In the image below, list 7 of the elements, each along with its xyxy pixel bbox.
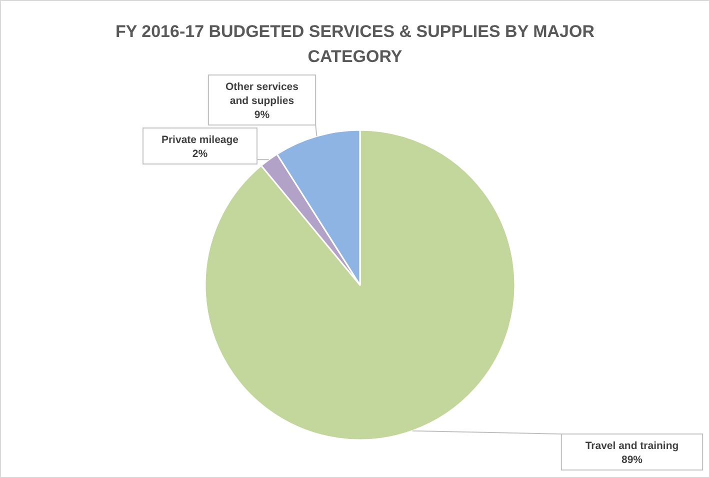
slice-label: Private mileage xyxy=(161,134,239,146)
data-label: 2% xyxy=(192,148,208,160)
data-label: 9% xyxy=(254,109,270,121)
slice-label: Travel and training xyxy=(585,440,679,452)
chart-title: FY 2016-17 BUDGETED SERVICES & SUPPLIES BY MAJOR CATEGORY xyxy=(116,22,594,66)
slice-label: Other services and supplies xyxy=(226,81,299,107)
data-label: 89% xyxy=(621,454,644,466)
